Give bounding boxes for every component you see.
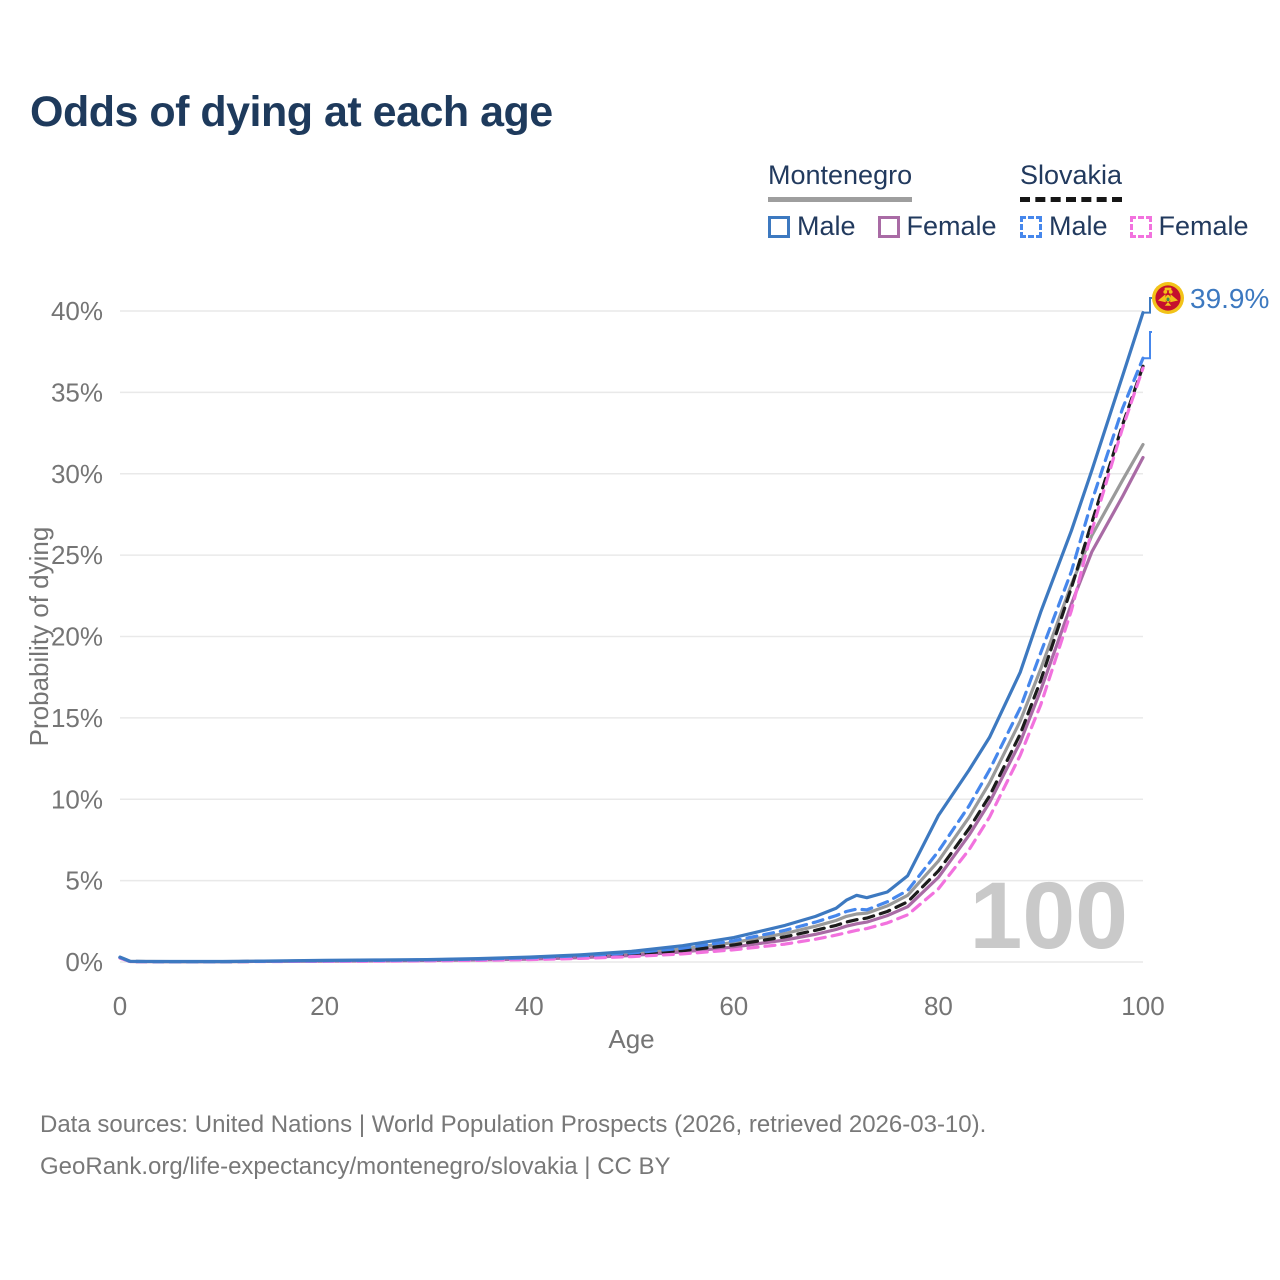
y-axis-title: Probability of dying xyxy=(24,527,54,747)
legend-items-slovakia: Male Female xyxy=(1020,211,1249,242)
legend-group-montenegro: Montenegro Male Female xyxy=(768,160,997,242)
x-tick-label-20: 20 xyxy=(310,991,339,1021)
series-line-montenegro-male[interactable] xyxy=(118,311,1145,964)
footer-attribution: GeoRank.org/life-expectancy/montenegro/s… xyxy=(40,1153,671,1180)
legend-label-montenegro-female: Female xyxy=(906,211,997,241)
y-tick-label-40%: 40% xyxy=(51,296,103,326)
montenegro-male-swatch-icon xyxy=(768,215,790,238)
age-watermark: 100 xyxy=(969,863,1128,969)
montenegro-flag-icon xyxy=(1152,282,1184,314)
legend-item-slovakia-male[interactable]: Male xyxy=(1020,211,1108,242)
y-tick-label-20%: 20% xyxy=(51,622,103,652)
montenegro-female-swatch-icon xyxy=(877,215,900,238)
x-tick-label-60: 60 xyxy=(719,991,748,1021)
legend-item-montenegro-female[interactable]: Female xyxy=(877,211,997,242)
y-tick-label-25%: 25% xyxy=(51,540,103,570)
slovakia-female-swatch-icon xyxy=(1129,215,1152,238)
slovakia-male-swatch-icon xyxy=(1020,215,1042,238)
footer-data-sources: Data sources: United Nations | World Pop… xyxy=(40,1111,987,1138)
x-tick-label-40: 40 xyxy=(515,991,544,1021)
legend-header-slovakia[interactable]: Slovakia xyxy=(1020,160,1123,202)
legend-label-slovakia-male: Male xyxy=(1049,211,1108,241)
end-label-connector-montenegro-male xyxy=(1144,297,1152,314)
y-tick-label-35%: 35% xyxy=(51,377,103,407)
page-title: Odds of dying at each age xyxy=(30,88,553,136)
legend-header-montenegro[interactable]: Montenegro xyxy=(768,160,913,202)
y-tick-label-10%: 10% xyxy=(51,784,103,814)
x-tick-label-100: 100 xyxy=(1121,991,1164,1021)
end-value-label-montenegro-male: 39.9% xyxy=(1190,283,1269,314)
x-tick-label-0: 0 xyxy=(113,991,127,1021)
x-tick-label-80: 80 xyxy=(924,991,953,1021)
legend-item-slovakia-female[interactable]: Female xyxy=(1129,211,1249,242)
y-tick-label-0%: 0% xyxy=(65,947,103,977)
x-axis-title: Age xyxy=(608,1024,654,1054)
chart-footer: Data sources: United Nations | World Pop… xyxy=(40,1104,986,1188)
y-tick-label-30%: 30% xyxy=(51,459,103,489)
legend-items-montenegro: Male Female xyxy=(768,211,997,242)
legend-label-montenegro-male: Male xyxy=(797,211,856,241)
legend-label-slovakia-female: Female xyxy=(1158,211,1249,241)
end-label-connector-slovakia-male xyxy=(1144,331,1152,360)
legend-group-slovakia: Slovakia Male Female xyxy=(1020,160,1249,242)
legend-item-montenegro-male[interactable]: Male xyxy=(768,211,856,242)
y-tick-label-15%: 15% xyxy=(51,703,103,733)
y-tick-label-5%: 5% xyxy=(65,866,103,896)
